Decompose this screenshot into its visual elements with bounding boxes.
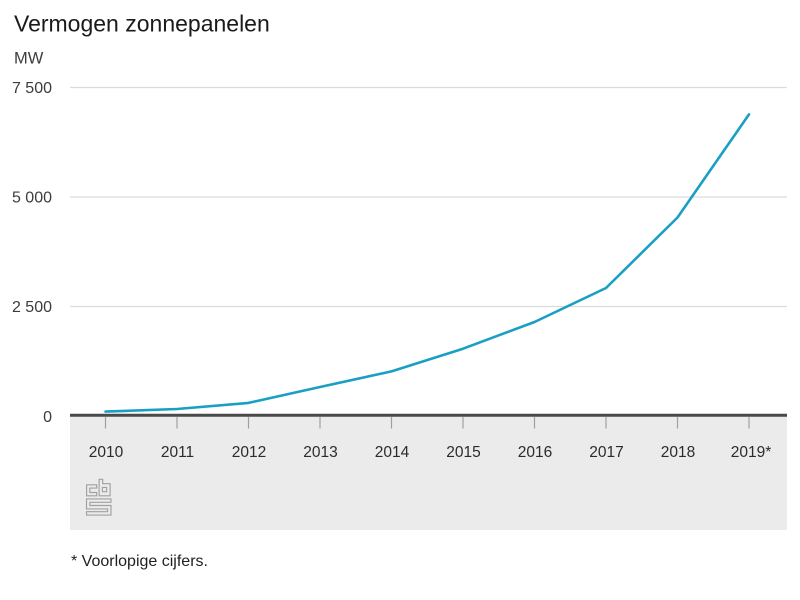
svg-text:2019*: 2019* <box>731 444 772 461</box>
svg-text:Vermogen zonnepanelen: Vermogen zonnepanelen <box>14 11 270 37</box>
svg-text:2016: 2016 <box>518 444 552 461</box>
svg-text:2011: 2011 <box>161 444 194 461</box>
svg-text:2018: 2018 <box>661 444 695 461</box>
svg-text:2013: 2013 <box>303 444 337 461</box>
svg-text:2012: 2012 <box>232 444 266 461</box>
svg-text:MW: MW <box>14 50 44 68</box>
svg-text:2014: 2014 <box>375 444 410 461</box>
svg-text:5 000: 5 000 <box>12 190 52 207</box>
svg-text:2015: 2015 <box>446 444 480 461</box>
svg-text:2 500: 2 500 <box>12 299 52 316</box>
svg-text:2017: 2017 <box>589 444 623 461</box>
svg-text:2010: 2010 <box>89 444 124 461</box>
svg-text:7 500: 7 500 <box>12 80 52 97</box>
svg-text:0: 0 <box>43 409 52 426</box>
svg-text:* Voorlopige cijfers.: * Voorlopige cijfers. <box>71 553 208 570</box>
